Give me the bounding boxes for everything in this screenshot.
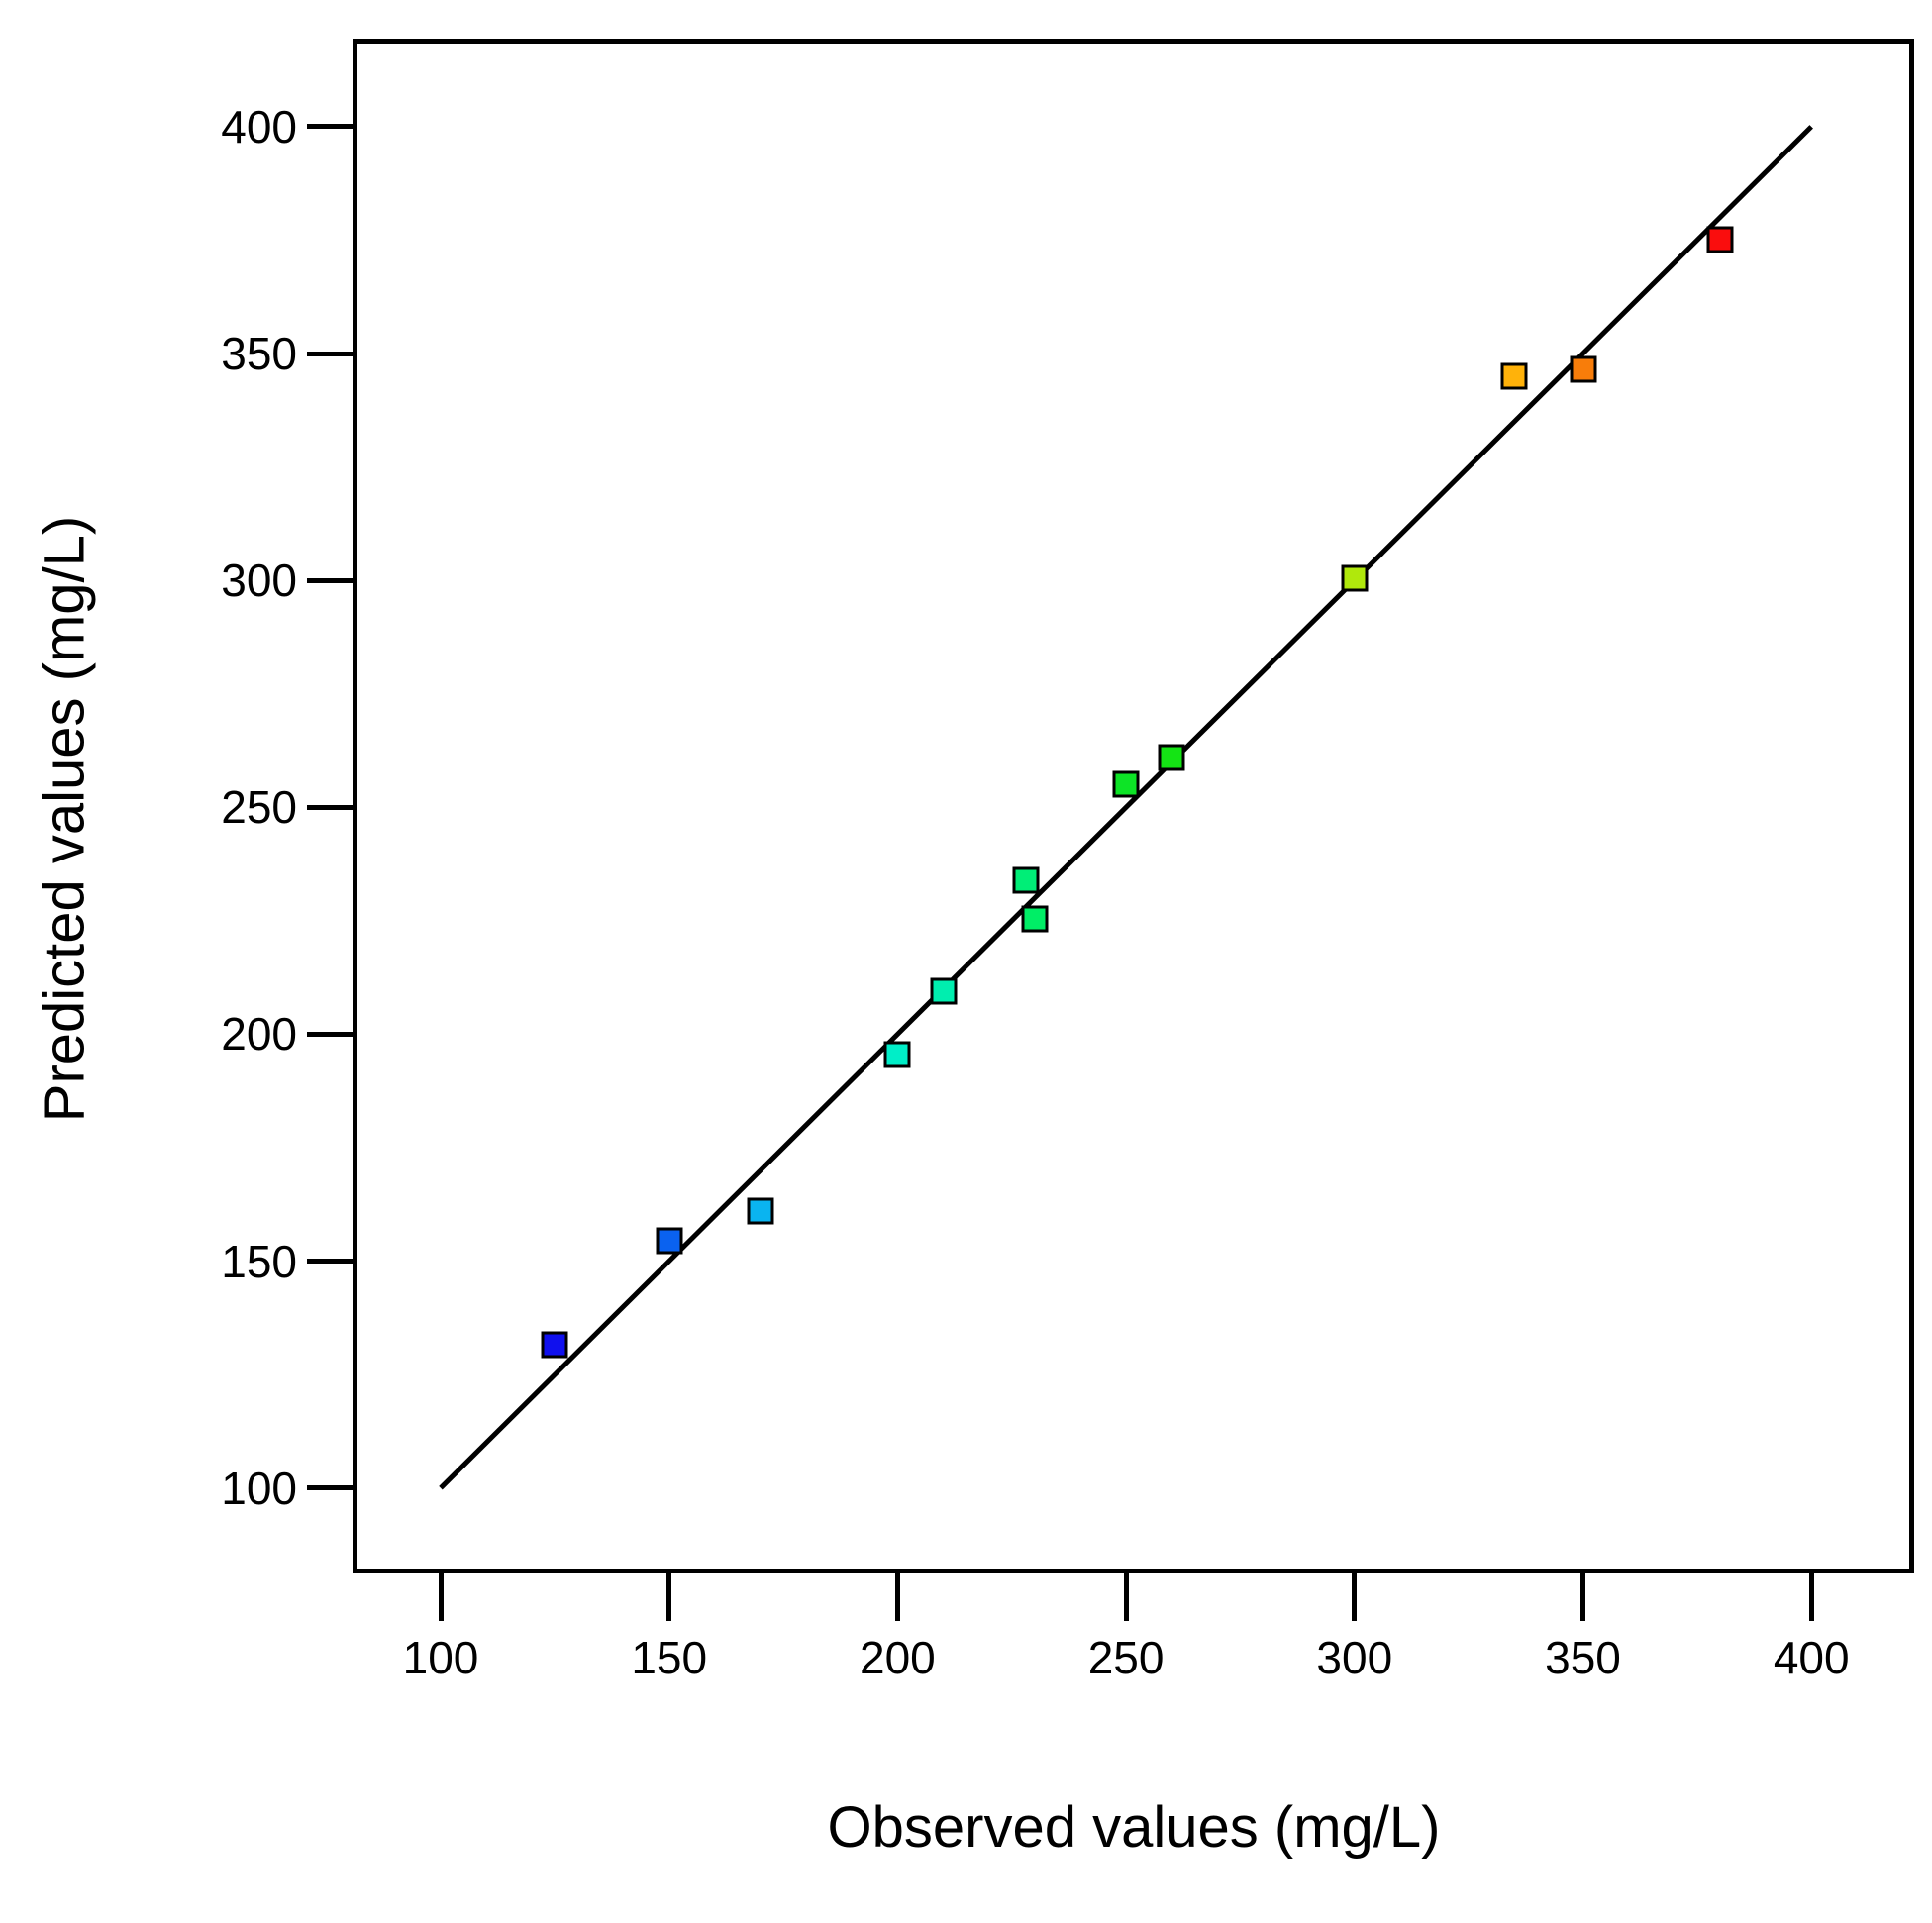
y-tick-label: 150 <box>221 1235 297 1287</box>
y-tick-label: 200 <box>221 1008 297 1061</box>
y-axis-tick <box>307 1259 355 1265</box>
x-axis-tick <box>1123 1573 1129 1621</box>
x-axis-tick <box>438 1573 444 1621</box>
data-point <box>747 1197 774 1225</box>
data-point <box>1158 744 1185 771</box>
y-tick-label: 400 <box>221 100 297 152</box>
x-tick-label: 400 <box>1773 1632 1850 1683</box>
y-tick-label: 300 <box>221 555 297 607</box>
y-axis-tick <box>307 804 355 810</box>
data-point <box>1021 905 1049 933</box>
x-axis-tick <box>666 1573 672 1621</box>
data-point <box>1500 362 1528 390</box>
x-axis-tick <box>1808 1573 1814 1621</box>
fit-line <box>439 125 1813 1490</box>
data-point <box>1706 226 1734 253</box>
x-tick-label: 200 <box>860 1632 936 1683</box>
data-point <box>1012 866 1040 894</box>
fit-line-layer <box>439 125 1813 1490</box>
x-axis-tick <box>1352 1573 1358 1621</box>
y-axis-tick <box>307 1031 355 1037</box>
y-tick-label: 100 <box>221 1462 297 1514</box>
data-point <box>883 1041 911 1068</box>
x-tick-label: 300 <box>1316 1632 1393 1683</box>
y-axis-tick <box>307 1485 355 1491</box>
x-tick-label: 350 <box>1545 1632 1621 1683</box>
x-tick-label: 250 <box>1087 1632 1165 1683</box>
data-point <box>1112 770 1140 798</box>
y-axis-title: Predicted values (mg/L) <box>32 515 97 1123</box>
y-axis-tick <box>307 577 355 583</box>
y-tick-label: 250 <box>221 781 297 834</box>
y-axis-tick <box>307 351 355 356</box>
data-point <box>1570 355 1596 383</box>
y-tick-label: 350 <box>221 328 297 380</box>
x-axis-tick <box>894 1573 900 1621</box>
x-axis-title: Observed values (mg/L) <box>827 1795 1441 1860</box>
data-point <box>656 1227 683 1255</box>
data-point <box>1341 564 1369 592</box>
x-axis-tick <box>1580 1573 1585 1621</box>
data-point <box>541 1331 568 1359</box>
y-axis-tick <box>307 124 355 130</box>
data-point <box>930 977 958 1005</box>
x-tick-label: 150 <box>631 1632 708 1683</box>
x-tick-label: 100 <box>402 1632 479 1683</box>
